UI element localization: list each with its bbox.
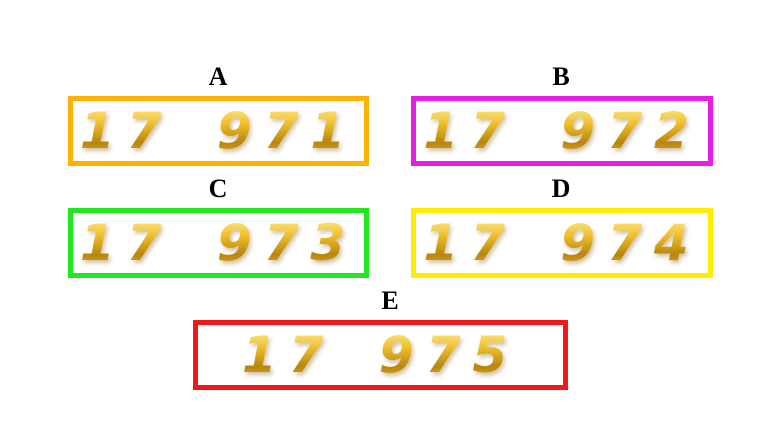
option-number: 17 975 — [241, 326, 520, 384]
option-label: D — [551, 174, 571, 203]
option-number: 17 971 — [79, 102, 358, 160]
option-number: 17 972 — [423, 102, 701, 160]
option-label: A — [208, 62, 228, 91]
option-label: E — [381, 286, 399, 315]
option-box: 17 972 — [411, 96, 713, 166]
option-box: 17 975 — [193, 320, 568, 390]
option-box: 17 974 — [411, 208, 713, 278]
option-box: 17 971 — [68, 96, 369, 166]
option-number: 17 974 — [423, 214, 701, 272]
option-number: 17 973 — [79, 214, 358, 272]
option-label: C — [208, 174, 228, 203]
option-label: B — [552, 62, 570, 91]
option-box: 17 973 — [68, 208, 369, 278]
